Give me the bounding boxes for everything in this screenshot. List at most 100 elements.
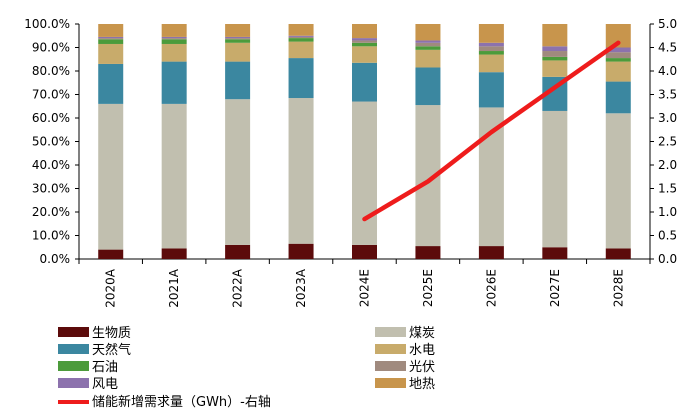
bar-segment <box>288 38 314 42</box>
bar-segment <box>225 244 251 259</box>
bar-segment <box>225 24 251 37</box>
x-axis-tick-label: 2027E <box>548 269 562 307</box>
line-layer <box>362 40 621 222</box>
bar-segment <box>542 247 568 259</box>
bar-segment <box>98 43 124 64</box>
legend-swatch <box>58 327 89 337</box>
legend-label: 地热 <box>409 377 435 392</box>
x-axis-tick-label: 2025E <box>421 269 435 307</box>
bar-segment <box>415 67 441 106</box>
bar-segment <box>352 42 377 47</box>
left-axis-tick-label: 60.0% <box>32 111 70 125</box>
right-axis-tick-label: 3.0 <box>658 111 677 125</box>
bar-segment <box>352 40 377 43</box>
bar-segment <box>288 41 314 59</box>
bar-segment <box>98 39 124 44</box>
bar-segment <box>605 52 631 59</box>
legend-label: 天然气 <box>92 342 131 358</box>
bar-segment <box>542 24 568 47</box>
right-axis-tick-label: 2.0 <box>658 158 677 172</box>
demand-line <box>362 40 621 222</box>
bar-segment <box>98 24 124 37</box>
legend-swatch <box>58 344 89 354</box>
left-axis-tick-label: 90.0% <box>32 41 70 55</box>
bar-segment <box>605 248 631 259</box>
bar-segment <box>225 36 251 39</box>
bar-segment <box>225 38 251 40</box>
bar-segment <box>288 243 314 259</box>
right-axis-tick-label: 5.0 <box>658 17 677 31</box>
bar-segment <box>161 61 187 104</box>
bar-segment <box>288 98 314 244</box>
bar-segment <box>161 248 187 259</box>
legend-label: 生物质 <box>92 326 131 341</box>
bar-segment <box>352 101 377 245</box>
right-axis-tick-label: 4.0 <box>658 64 677 78</box>
bar-segment <box>478 246 504 259</box>
left-axis-tick-label: 30.0% <box>32 182 70 196</box>
right-axis-tick-label: 4.5 <box>658 41 677 55</box>
bar-segment <box>605 61 631 82</box>
bar-segment <box>98 249 124 259</box>
bar-segment <box>478 54 504 73</box>
bar-segment <box>542 46 568 52</box>
bar-segment <box>161 38 187 40</box>
legend-label: 储能新增需求量（GWh）-右轴 <box>92 394 271 410</box>
bar-segment <box>161 39 187 44</box>
legend-swatch <box>375 344 406 354</box>
bar-segment <box>415 46 441 50</box>
bar-segment <box>161 43 187 62</box>
bars-layer <box>98 24 631 259</box>
bar-segment <box>98 36 124 39</box>
bar-segment <box>478 46 504 52</box>
bar-segment <box>478 24 504 43</box>
bar-segment <box>161 24 187 37</box>
bar-segment <box>415 246 441 259</box>
x-axis-tick-label: 2020A <box>104 268 118 308</box>
bar-segment <box>605 113 631 249</box>
legend-swatch <box>375 361 406 371</box>
bar-segment <box>288 36 314 39</box>
x-axis-tick-label: 2028E <box>611 269 625 307</box>
bar-segment <box>225 99 251 245</box>
bar-segment <box>478 42 504 47</box>
legend-swatch <box>375 327 406 337</box>
x-axis-tick-label: 2021A <box>167 268 181 308</box>
bar-segment <box>98 63 124 104</box>
left-axis-tick-label: 10.0% <box>32 229 70 243</box>
bar-segment <box>605 47 631 53</box>
left-axis-tick-label: 80.0% <box>32 64 70 78</box>
bar-segment <box>542 110 568 248</box>
bar-segment <box>415 24 441 41</box>
right-axis-tick-label: 3.5 <box>658 88 677 102</box>
bar-segment <box>478 51 504 55</box>
bar-segment <box>225 61 251 100</box>
legend-label: 石油 <box>92 360 118 375</box>
bar-segment <box>542 51 568 57</box>
bar-segment <box>288 24 314 36</box>
bar-segment <box>605 24 631 48</box>
bar-segment <box>161 36 187 39</box>
x-axis-tick-label: 2026E <box>484 269 498 307</box>
bar-segment <box>542 56 568 61</box>
bar-segment <box>98 103 124 250</box>
legend-label: 煤炭 <box>409 326 435 341</box>
right-axis-tick-label: 0.5 <box>658 229 677 243</box>
bar-segment <box>478 72 504 108</box>
right-axis-tick-label: 0.0 <box>658 252 677 266</box>
left-axis-tick-label: 70.0% <box>32 88 70 102</box>
legend-swatch <box>58 361 89 371</box>
bar-segment <box>352 62 377 102</box>
bar-segment <box>605 58 631 62</box>
left-axis-tick-label: 20.0% <box>32 205 70 219</box>
bar-segment <box>161 103 187 249</box>
legend-label: 光伏 <box>409 360 435 375</box>
right-axis-tick-label: 1.5 <box>658 182 677 196</box>
bar-segment <box>415 49 441 68</box>
bar-segment <box>352 24 377 39</box>
bar-segment <box>542 60 568 77</box>
x-axis-tick-label: 2024E <box>358 269 372 307</box>
